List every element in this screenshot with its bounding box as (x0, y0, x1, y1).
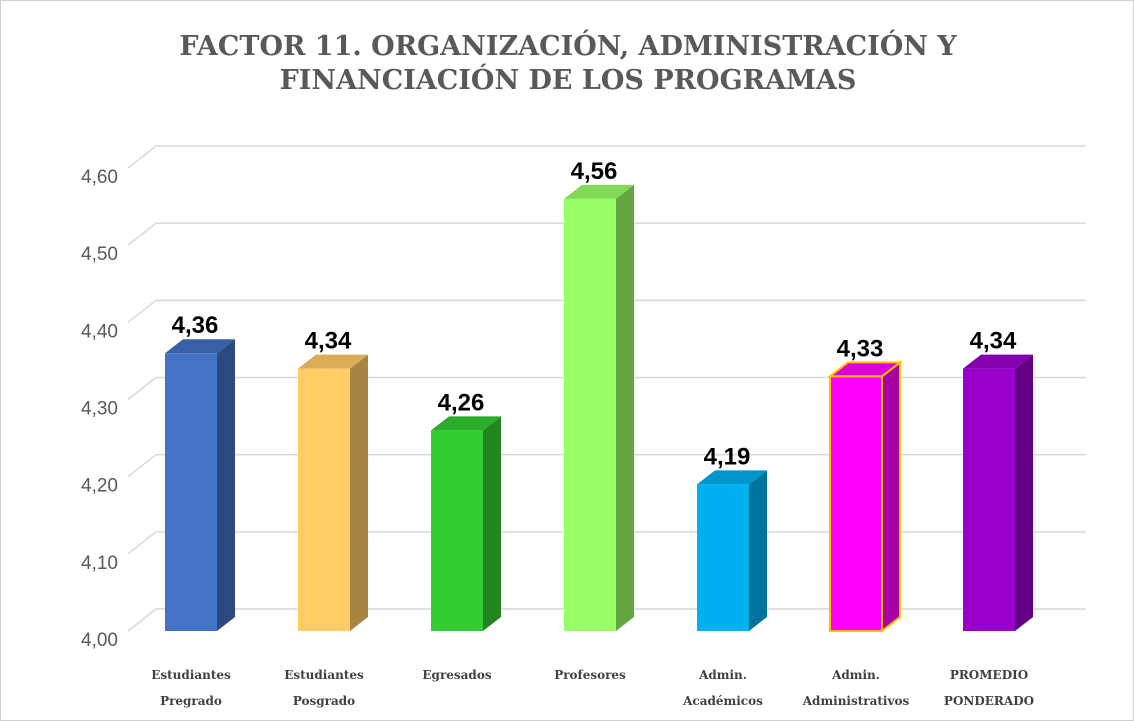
bar-front (963, 368, 1015, 631)
bar-side (350, 354, 368, 631)
bar (165, 339, 235, 631)
bar-top (963, 354, 1033, 369)
bar-side (483, 416, 501, 631)
bar-top (431, 416, 501, 431)
bar-top (564, 184, 634, 199)
chart-title: FINANCIACIÓN DE LOS PROGRAMAS (279, 65, 857, 96)
x-tick-label: PROMEDIO PONDERADO (943, 668, 1035, 708)
bar (963, 354, 1033, 631)
x-tick-label: Profesores (554, 668, 626, 682)
bar-top (298, 354, 368, 369)
bar-side (217, 339, 235, 631)
bar-front (564, 198, 616, 631)
bar-front (165, 353, 217, 631)
value-label: 4,19 (704, 443, 751, 470)
x-tick-label: Admin. Académicos (683, 668, 763, 708)
y-tick-label: 4,10 (81, 553, 118, 574)
value-label: 4,56 (571, 158, 618, 185)
grid-line (127, 531, 1086, 555)
grid-line (127, 299, 1086, 323)
value-label: 4,34 (305, 328, 352, 355)
bar-top (697, 470, 767, 485)
bar-side (749, 470, 767, 631)
bar (564, 184, 634, 631)
bar-top (165, 339, 235, 354)
y-tick-label: 4,50 (81, 244, 118, 265)
x-tick-label: Estudiantes Posgrado (284, 668, 364, 708)
bar-side (881, 360, 901, 634)
x-tick-label: Admin. Administrativos (802, 668, 910, 708)
y-tick-label: 4,00 (81, 630, 118, 651)
y-tick-label: 4,30 (81, 399, 118, 420)
bar-front (431, 430, 483, 631)
bar-front (697, 484, 749, 631)
bar (827, 360, 903, 634)
grid-line (127, 608, 1086, 632)
bar (298, 354, 368, 631)
y-tick-label: 4,40 (81, 321, 118, 342)
grid-line (127, 453, 1086, 478)
grid-line (127, 222, 1086, 246)
grid-line (127, 376, 1086, 401)
bar-front (298, 368, 350, 631)
value-label: 4,34 (970, 328, 1017, 355)
x-tick-label: Estudiantes Pregrado (151, 668, 231, 708)
bar-front (829, 375, 883, 632)
bar (697, 470, 767, 631)
bar (431, 416, 501, 631)
y-tick-label: 4,60 (81, 167, 118, 188)
bar-side (1015, 354, 1033, 631)
value-label: 4,26 (438, 389, 485, 416)
grid-line (127, 145, 1086, 169)
bar-side (616, 184, 634, 631)
value-label: 4,33 (837, 335, 884, 362)
y-tick-label: 4,20 (81, 476, 118, 497)
chart-title: FACTOR 11. ORGANIZACIÓN, ADMINISTRACIÓN … (179, 31, 957, 62)
x-tick-label: Egresados (422, 668, 492, 682)
value-label: 4,36 (172, 312, 219, 339)
